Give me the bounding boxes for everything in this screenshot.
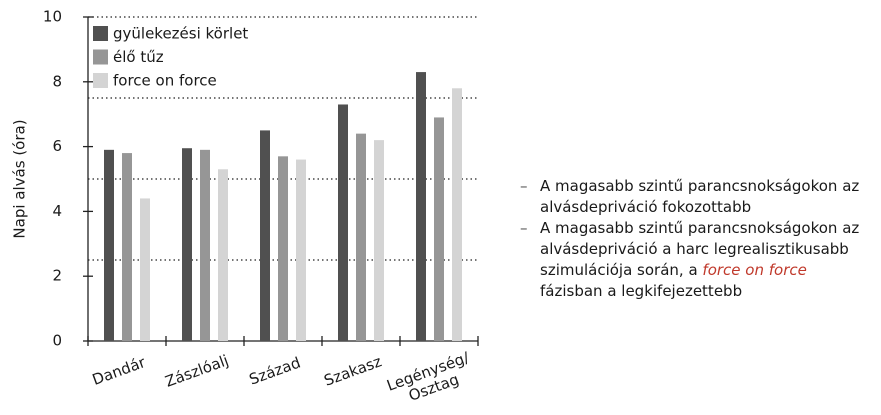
- note-emphasis: force on force: [702, 261, 807, 279]
- legend-swatch: [93, 73, 108, 88]
- bar: [218, 169, 228, 341]
- bar: [140, 198, 150, 341]
- legend-label: force on force: [113, 72, 217, 90]
- y-axis-label: Napi alvás (óra): [11, 119, 29, 238]
- y-tick-label: 2: [52, 267, 62, 285]
- bar: [338, 104, 348, 341]
- notes: A magasabb szintű parancsnokságokon az a…: [518, 176, 870, 302]
- bar: [416, 72, 426, 341]
- bar: [356, 133, 366, 341]
- bar: [200, 149, 210, 341]
- note-text: fázisban a legkifejezettebb: [540, 282, 743, 300]
- bar: [122, 153, 132, 341]
- note-text: A magasabb szintű parancsnokságokon az a…: [540, 177, 860, 216]
- note: A magasabb szintű parancsnokságokon az a…: [518, 218, 870, 302]
- bar: [260, 130, 270, 341]
- bar: [452, 88, 462, 341]
- legend-swatch: [93, 26, 108, 41]
- bar: [296, 159, 306, 341]
- y-tick-label: 8: [52, 72, 62, 90]
- bar: [278, 156, 288, 341]
- y-tick-label: 4: [52, 202, 62, 220]
- y-tick-label: 6: [52, 137, 62, 155]
- y-tick-label: 0: [52, 332, 62, 350]
- y-tick-label: 10: [43, 8, 62, 26]
- bar: [374, 140, 384, 341]
- legend-label: gyülekezési körlet: [113, 25, 248, 43]
- bar: [434, 117, 444, 341]
- legend-label: élő tűz: [113, 48, 164, 66]
- legend-swatch: [93, 49, 108, 65]
- note-text: A magasabb szintű parancsnokságokon az a…: [540, 219, 860, 279]
- bar: [182, 148, 192, 341]
- bar: [104, 149, 114, 341]
- note: A magasabb szintű parancsnokságokon az a…: [518, 176, 870, 218]
